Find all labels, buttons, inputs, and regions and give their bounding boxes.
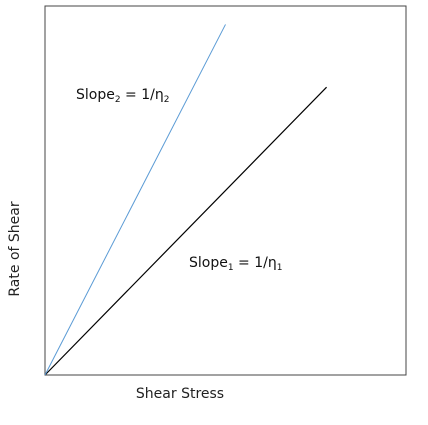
slope-1-word: Slope <box>189 255 228 271</box>
series-line-1 <box>44 86 328 376</box>
plot-frame <box>44 5 407 376</box>
slope-2-equals: = 1/η <box>121 87 164 103</box>
slope-1-equals: = 1/η <box>234 255 277 271</box>
slope-2-eta-subscript: 2 <box>164 95 170 105</box>
slope-2-word: Slope <box>76 87 115 103</box>
series-line-2 <box>44 24 226 376</box>
slope-1-subscript: 1 <box>228 263 234 273</box>
slope-1-eta-subscript: 1 <box>277 263 283 273</box>
slope-2-annotation: Slope2 = 1/η2 <box>76 87 169 105</box>
x-axis-title: Shear Stress <box>136 386 224 402</box>
slope-2-subscript: 2 <box>115 95 121 105</box>
y-axis-title: Rate of Shear <box>7 201 23 296</box>
slope-1-annotation: Slope1 = 1/η1 <box>189 255 282 273</box>
series-layer <box>44 24 328 376</box>
